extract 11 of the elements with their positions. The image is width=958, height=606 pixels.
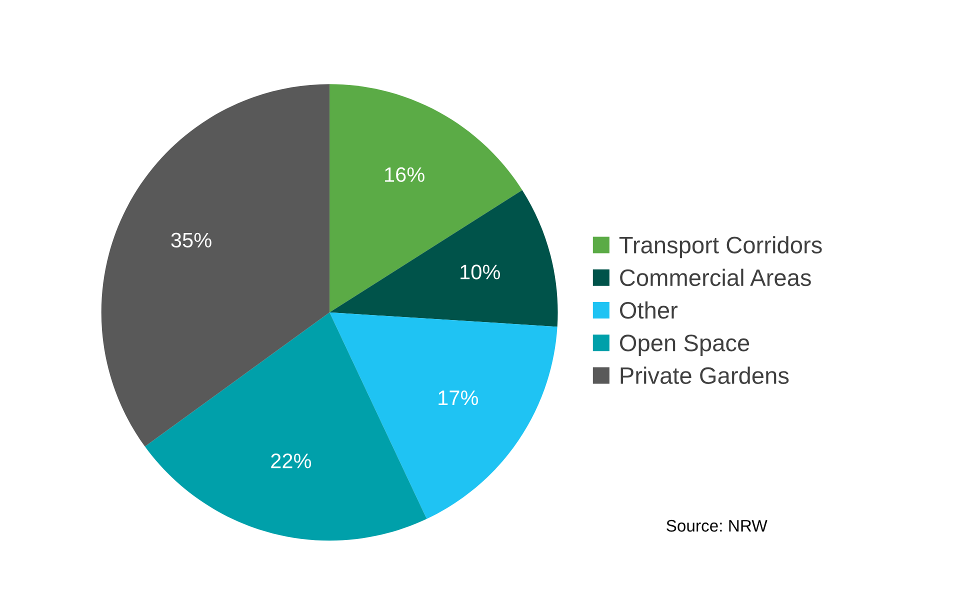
data-label: 16% [385, 167, 424, 182]
data-label: 35% [171, 232, 212, 248]
legend-label: Other [620, 301, 678, 319]
legend-label: Open Space [620, 334, 750, 356]
source-note: Source: NRW [666, 520, 768, 532]
data-label: 10% [460, 264, 500, 280]
legend-label: Commercial Areas [620, 268, 811, 286]
legend-label: Transport Corridors [619, 236, 822, 258]
data-label: 17% [438, 390, 478, 406]
legend-label: Private Gardens [620, 366, 789, 384]
data-label: 22% [271, 454, 312, 468]
